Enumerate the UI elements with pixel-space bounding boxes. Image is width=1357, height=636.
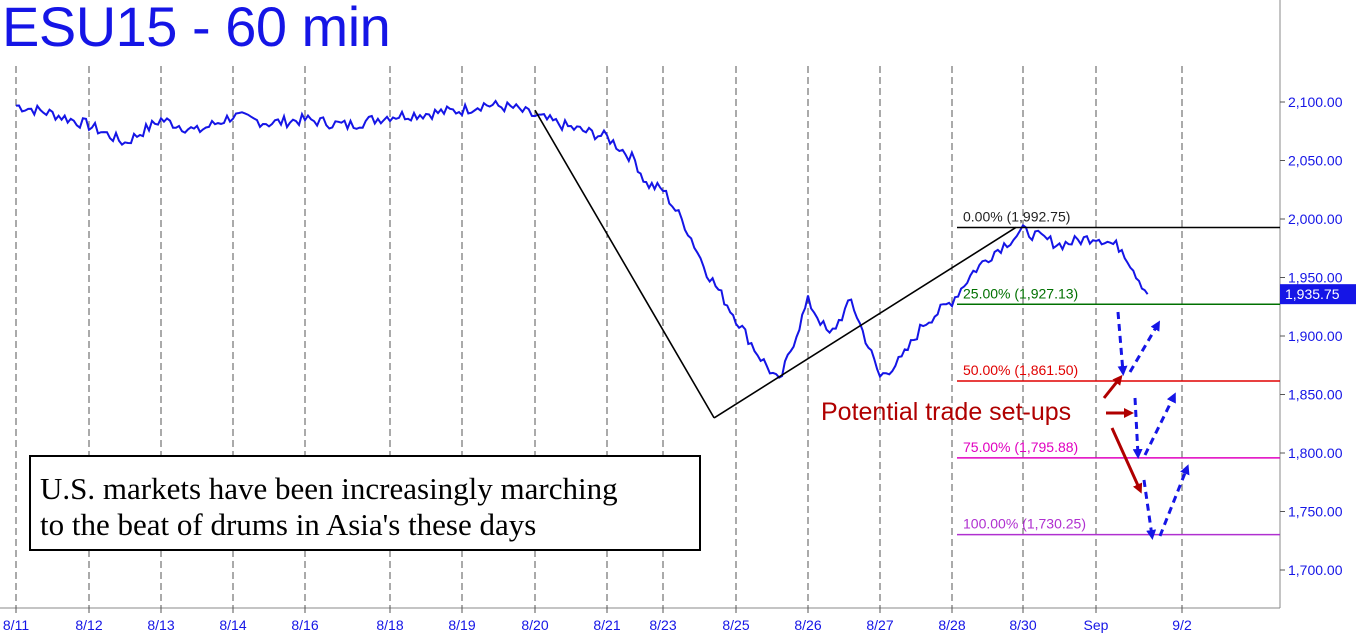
setup-arrow <box>1102 374 1123 399</box>
x-tick-label: 8/12 <box>75 617 102 633</box>
fib-level-label: 100.00% (1,730.25) <box>963 516 1086 532</box>
commentary-line-1: U.S. markets have been increasingly marc… <box>40 471 618 506</box>
y-tick-label: 2,050.00 <box>1288 153 1343 169</box>
price-series-line <box>15 99 1149 379</box>
x-tick-label: 8/18 <box>376 617 403 633</box>
x-tick-label: 8/11 <box>3 617 29 633</box>
chart-title: ESU15 - 60 min <box>2 0 391 58</box>
x-tick-label: 8/23 <box>649 617 676 633</box>
fib-level-label: 0.00% (1,992.75) <box>963 208 1070 224</box>
y-tick-label: 1,800.00 <box>1288 445 1343 461</box>
fib-level-label: 50.00% (1,861.50) <box>963 362 1078 378</box>
projection-arrow <box>1143 392 1176 456</box>
x-tick-label: 8/28 <box>938 617 965 633</box>
fib-level-label: 75.00% (1,795.88) <box>963 439 1078 455</box>
y-tick-label: 1,950.00 <box>1288 270 1343 286</box>
x-tick-label: 8/13 <box>147 617 174 633</box>
projection-arrow <box>1142 479 1157 540</box>
x-tick-label: 8/14 <box>219 617 246 633</box>
x-tick-label: 8/21 <box>593 617 620 633</box>
trendline <box>534 109 715 419</box>
fib-level-label: 25.00% (1,927.13) <box>963 285 1078 301</box>
x-tick-label: 8/27 <box>866 617 893 633</box>
x-tick-label: 8/25 <box>722 617 749 633</box>
projection-arrow <box>1132 397 1143 459</box>
trade-setups-label: Potential trade set-ups <box>821 398 1072 426</box>
y-tick-label: 1,850.00 <box>1288 387 1343 403</box>
projection-arrow <box>1116 311 1128 376</box>
projection-arrow <box>1158 464 1190 537</box>
last-price-label: 1,935.75 <box>1285 286 1340 302</box>
x-tick-label: 8/20 <box>521 617 548 633</box>
last-price-badge <box>1280 284 1356 305</box>
projection-arrow <box>1128 320 1161 373</box>
x-tick-label: 8/19 <box>448 617 475 633</box>
y-tick-label: 1,900.00 <box>1288 328 1343 344</box>
setup-arrow <box>1110 427 1143 494</box>
x-tick-label: 8/30 <box>1009 617 1036 633</box>
y-tick-label: 1,700.00 <box>1288 562 1343 578</box>
commentary-box: U.S. markets have been increasingly marc… <box>29 455 701 551</box>
y-tick-label: 2,100.00 <box>1288 94 1343 110</box>
x-tick-label: 8/26 <box>794 617 821 633</box>
commentary-line-2: to the beat of drums in Asia's these day… <box>40 507 537 542</box>
trendline <box>713 226 1017 419</box>
x-tick-label: 8/16 <box>291 617 318 633</box>
x-tick-label: Sep <box>1084 617 1109 633</box>
y-tick-label: 1,750.00 <box>1288 504 1343 520</box>
x-tick-label: 9/2 <box>1172 617 1192 633</box>
y-tick-label: 2,000.00 <box>1288 211 1343 227</box>
